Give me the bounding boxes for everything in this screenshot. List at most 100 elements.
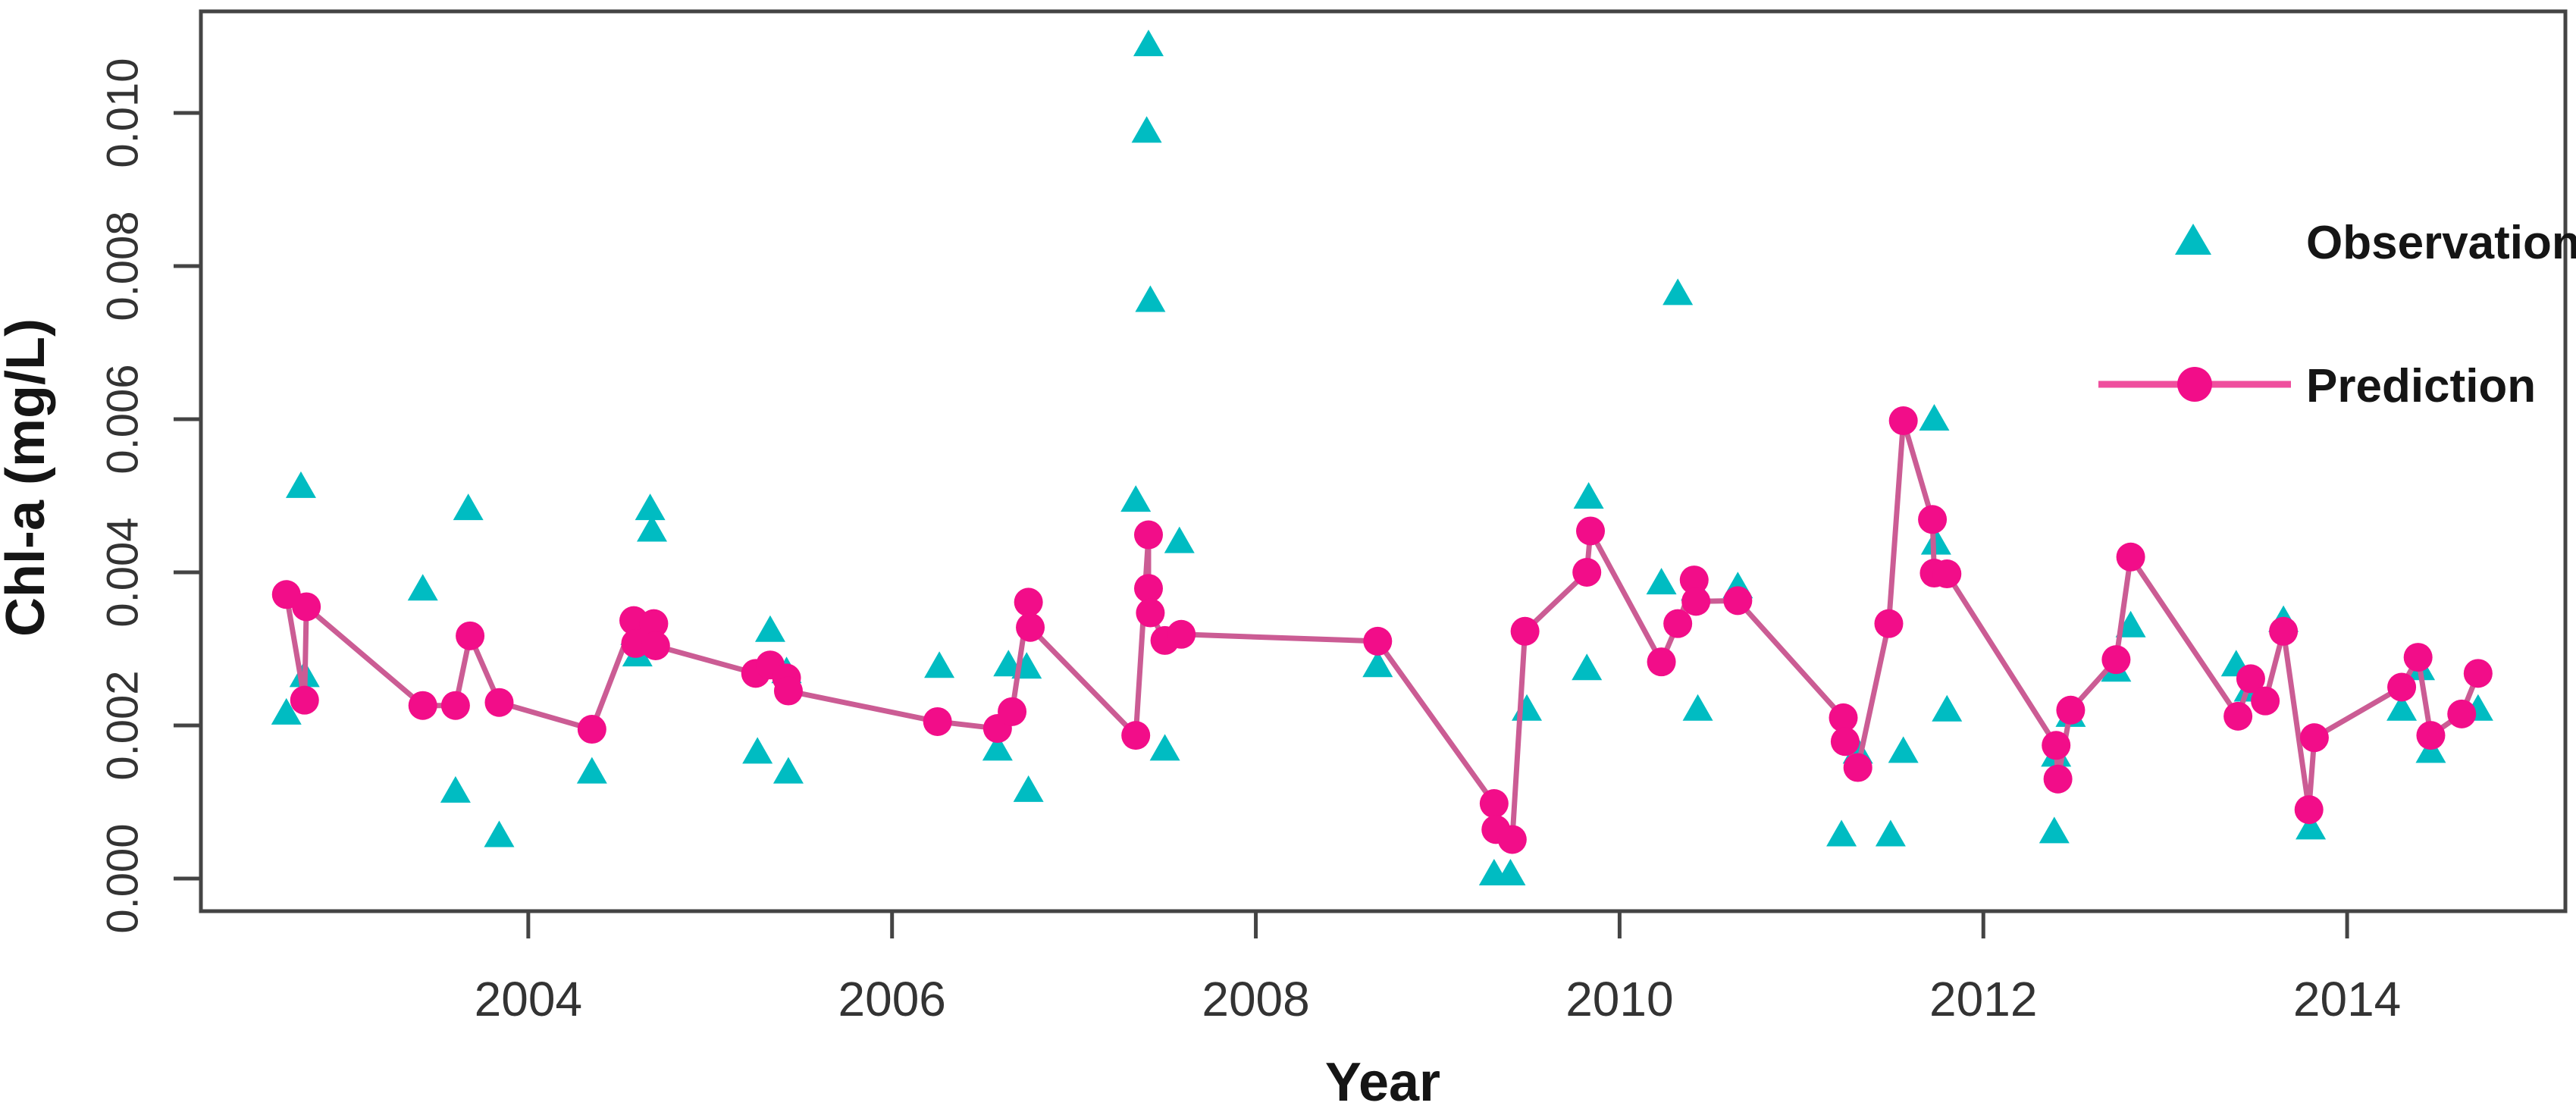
observation-point <box>1646 568 1677 595</box>
prediction-point <box>2416 721 2446 750</box>
prediction-point <box>2299 723 2329 753</box>
observation-point <box>2296 813 2327 840</box>
prediction-point <box>2447 699 2477 728</box>
prediction-point <box>641 631 670 660</box>
observation-point <box>2115 610 2146 638</box>
legend-observation-label: Observation <box>2306 217 2576 269</box>
prediction-point <box>2056 695 2086 725</box>
observation-point <box>1013 775 1044 802</box>
prediction-point <box>1572 558 1602 587</box>
x-tick-label: 2004 <box>475 972 582 1026</box>
observation-point <box>1135 285 1166 312</box>
prediction-point <box>292 592 321 622</box>
observation-point <box>637 515 668 542</box>
x-tick-label: 2014 <box>2293 972 2401 1026</box>
observation-point <box>924 651 955 678</box>
prediction-point <box>1723 586 1753 616</box>
prediction-point <box>1679 565 1709 595</box>
prediction-point <box>440 691 470 720</box>
observation-point <box>1932 694 1963 722</box>
observation-point <box>576 757 607 784</box>
prediction-point <box>2101 645 2131 675</box>
prediction-point <box>1016 612 1045 642</box>
prediction-point <box>2403 643 2433 672</box>
observation-point <box>772 757 804 784</box>
prediction-point <box>1014 587 1043 617</box>
prediction-point <box>998 697 1027 726</box>
observation-point <box>285 471 316 498</box>
observation-point <box>635 493 666 521</box>
prediction-point <box>1888 406 1918 436</box>
plot-box <box>199 9 2568 913</box>
y-tick-label: 0.000 <box>99 823 148 933</box>
observation-point <box>453 493 484 521</box>
prediction-point <box>773 676 803 706</box>
prediction-point <box>639 609 669 638</box>
x-tick-label: 2006 <box>838 972 946 1026</box>
prediction-point <box>484 688 514 717</box>
prediction-point <box>2251 686 2280 716</box>
x-tick-label: 2010 <box>1565 972 1673 1026</box>
observation-point <box>1149 734 1180 761</box>
prediction-point <box>1133 520 1163 550</box>
prediction-points <box>271 406 2493 854</box>
prediction-point <box>1479 789 1509 819</box>
observation-point <box>1888 736 1919 763</box>
prediction-point <box>1681 587 1711 616</box>
prediction-point <box>2043 764 2073 794</box>
x-tick-label: 2012 <box>1929 972 2037 1026</box>
x-axis-title: Year <box>1325 1052 1440 1109</box>
observation-point <box>1133 30 1164 57</box>
legend-prediction-label: Prediction <box>2306 360 2536 412</box>
prediction-point <box>1510 616 1540 646</box>
observation-point <box>1164 526 1195 553</box>
prediction-point <box>1576 516 1606 546</box>
y-axis-title: Chl-a (mg/L) <box>0 318 56 637</box>
observation-point <box>407 574 438 601</box>
observation-point <box>2039 816 2070 844</box>
observation-point <box>754 615 785 642</box>
prediction-point <box>1363 626 1393 656</box>
prediction-point <box>1843 753 1872 782</box>
observation-point <box>1826 819 1857 847</box>
prediction-point <box>456 621 485 650</box>
prediction-point <box>1167 619 1196 649</box>
prediction-point <box>2387 672 2417 702</box>
observation-point <box>484 820 515 847</box>
observation-point <box>1920 528 1951 555</box>
observation-point <box>1120 485 1152 512</box>
observation-point <box>742 737 773 764</box>
prediction-point <box>2116 542 2145 572</box>
y-tick-label: 0.008 <box>99 211 148 321</box>
prediction-point <box>1829 703 1858 732</box>
prediction-point <box>2269 616 2299 646</box>
observation-point <box>1875 819 1906 847</box>
prediction-point <box>2223 701 2253 731</box>
observation-point <box>271 697 302 725</box>
y-tick-label: 0.006 <box>99 364 148 474</box>
prediction-point <box>408 691 437 720</box>
observation-point <box>1512 694 1543 721</box>
observation-point <box>1495 858 1526 885</box>
prediction-point <box>1830 727 1860 757</box>
observation-point <box>982 734 1013 761</box>
observation-point <box>2386 694 2418 721</box>
observation-point <box>1573 482 1604 509</box>
prediction-point <box>1647 647 1676 677</box>
observation-point <box>1572 653 1603 681</box>
x-tick-label: 2008 <box>1202 972 1309 1026</box>
prediction-point <box>2236 664 2265 694</box>
prediction-point <box>2042 731 2071 760</box>
prediction-point <box>577 715 606 744</box>
prediction-point <box>1133 574 1163 603</box>
observation-point <box>1662 278 1694 305</box>
prediction-point <box>923 706 952 736</box>
prediction-point <box>1918 505 1948 534</box>
prediction-point <box>1932 559 1962 589</box>
prediction-point <box>1121 721 1151 750</box>
prediction-point <box>1663 609 1693 638</box>
observation-point <box>440 775 471 803</box>
prediction-dot-icon <box>2177 367 2212 402</box>
